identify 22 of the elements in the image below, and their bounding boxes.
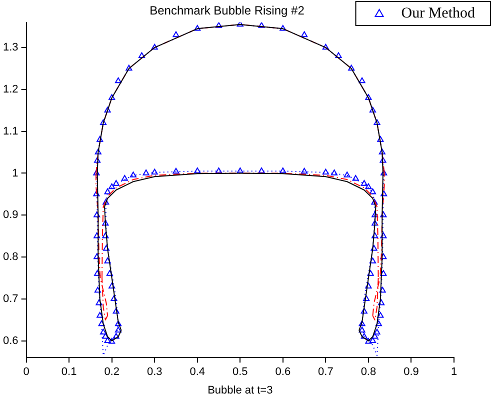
chart-title: Benchmark Bubble Rising #2 — [150, 4, 305, 18]
x-tick-label: 0.6 — [275, 366, 291, 378]
x-tick-label: 0.8 — [360, 366, 376, 378]
y-tick-label: 1.1 — [2, 125, 18, 138]
legend-label: Our Method — [401, 5, 476, 22]
y-tick-label: 0.9 — [2, 209, 18, 222]
x-tick-label: 0.9 — [404, 366, 419, 378]
x-tick-label: 0.7 — [318, 366, 334, 378]
x-tick-label: 1 — [450, 366, 458, 378]
x-tick-label: 0.5 — [232, 366, 248, 378]
y-tick-label: 0.8 — [2, 251, 18, 264]
y-tick-label: 1 — [12, 167, 18, 180]
y-tick-label: 1.3 — [2, 42, 18, 54]
y-tick-label: 0.6 — [2, 334, 18, 347]
x-tick-label: 0.2 — [104, 366, 120, 378]
x-tick-label: 0.1 — [61, 366, 77, 378]
x-tick-label: 0.4 — [190, 366, 206, 378]
x-tick-label: 0 — [23, 366, 30, 378]
y-tick-label: 1.2 — [2, 83, 18, 96]
y-tick-label: 0.7 — [2, 292, 18, 305]
x-axis-title: Bubble at t=3 — [208, 384, 273, 396]
x-tick-label: 0.3 — [146, 366, 162, 378]
